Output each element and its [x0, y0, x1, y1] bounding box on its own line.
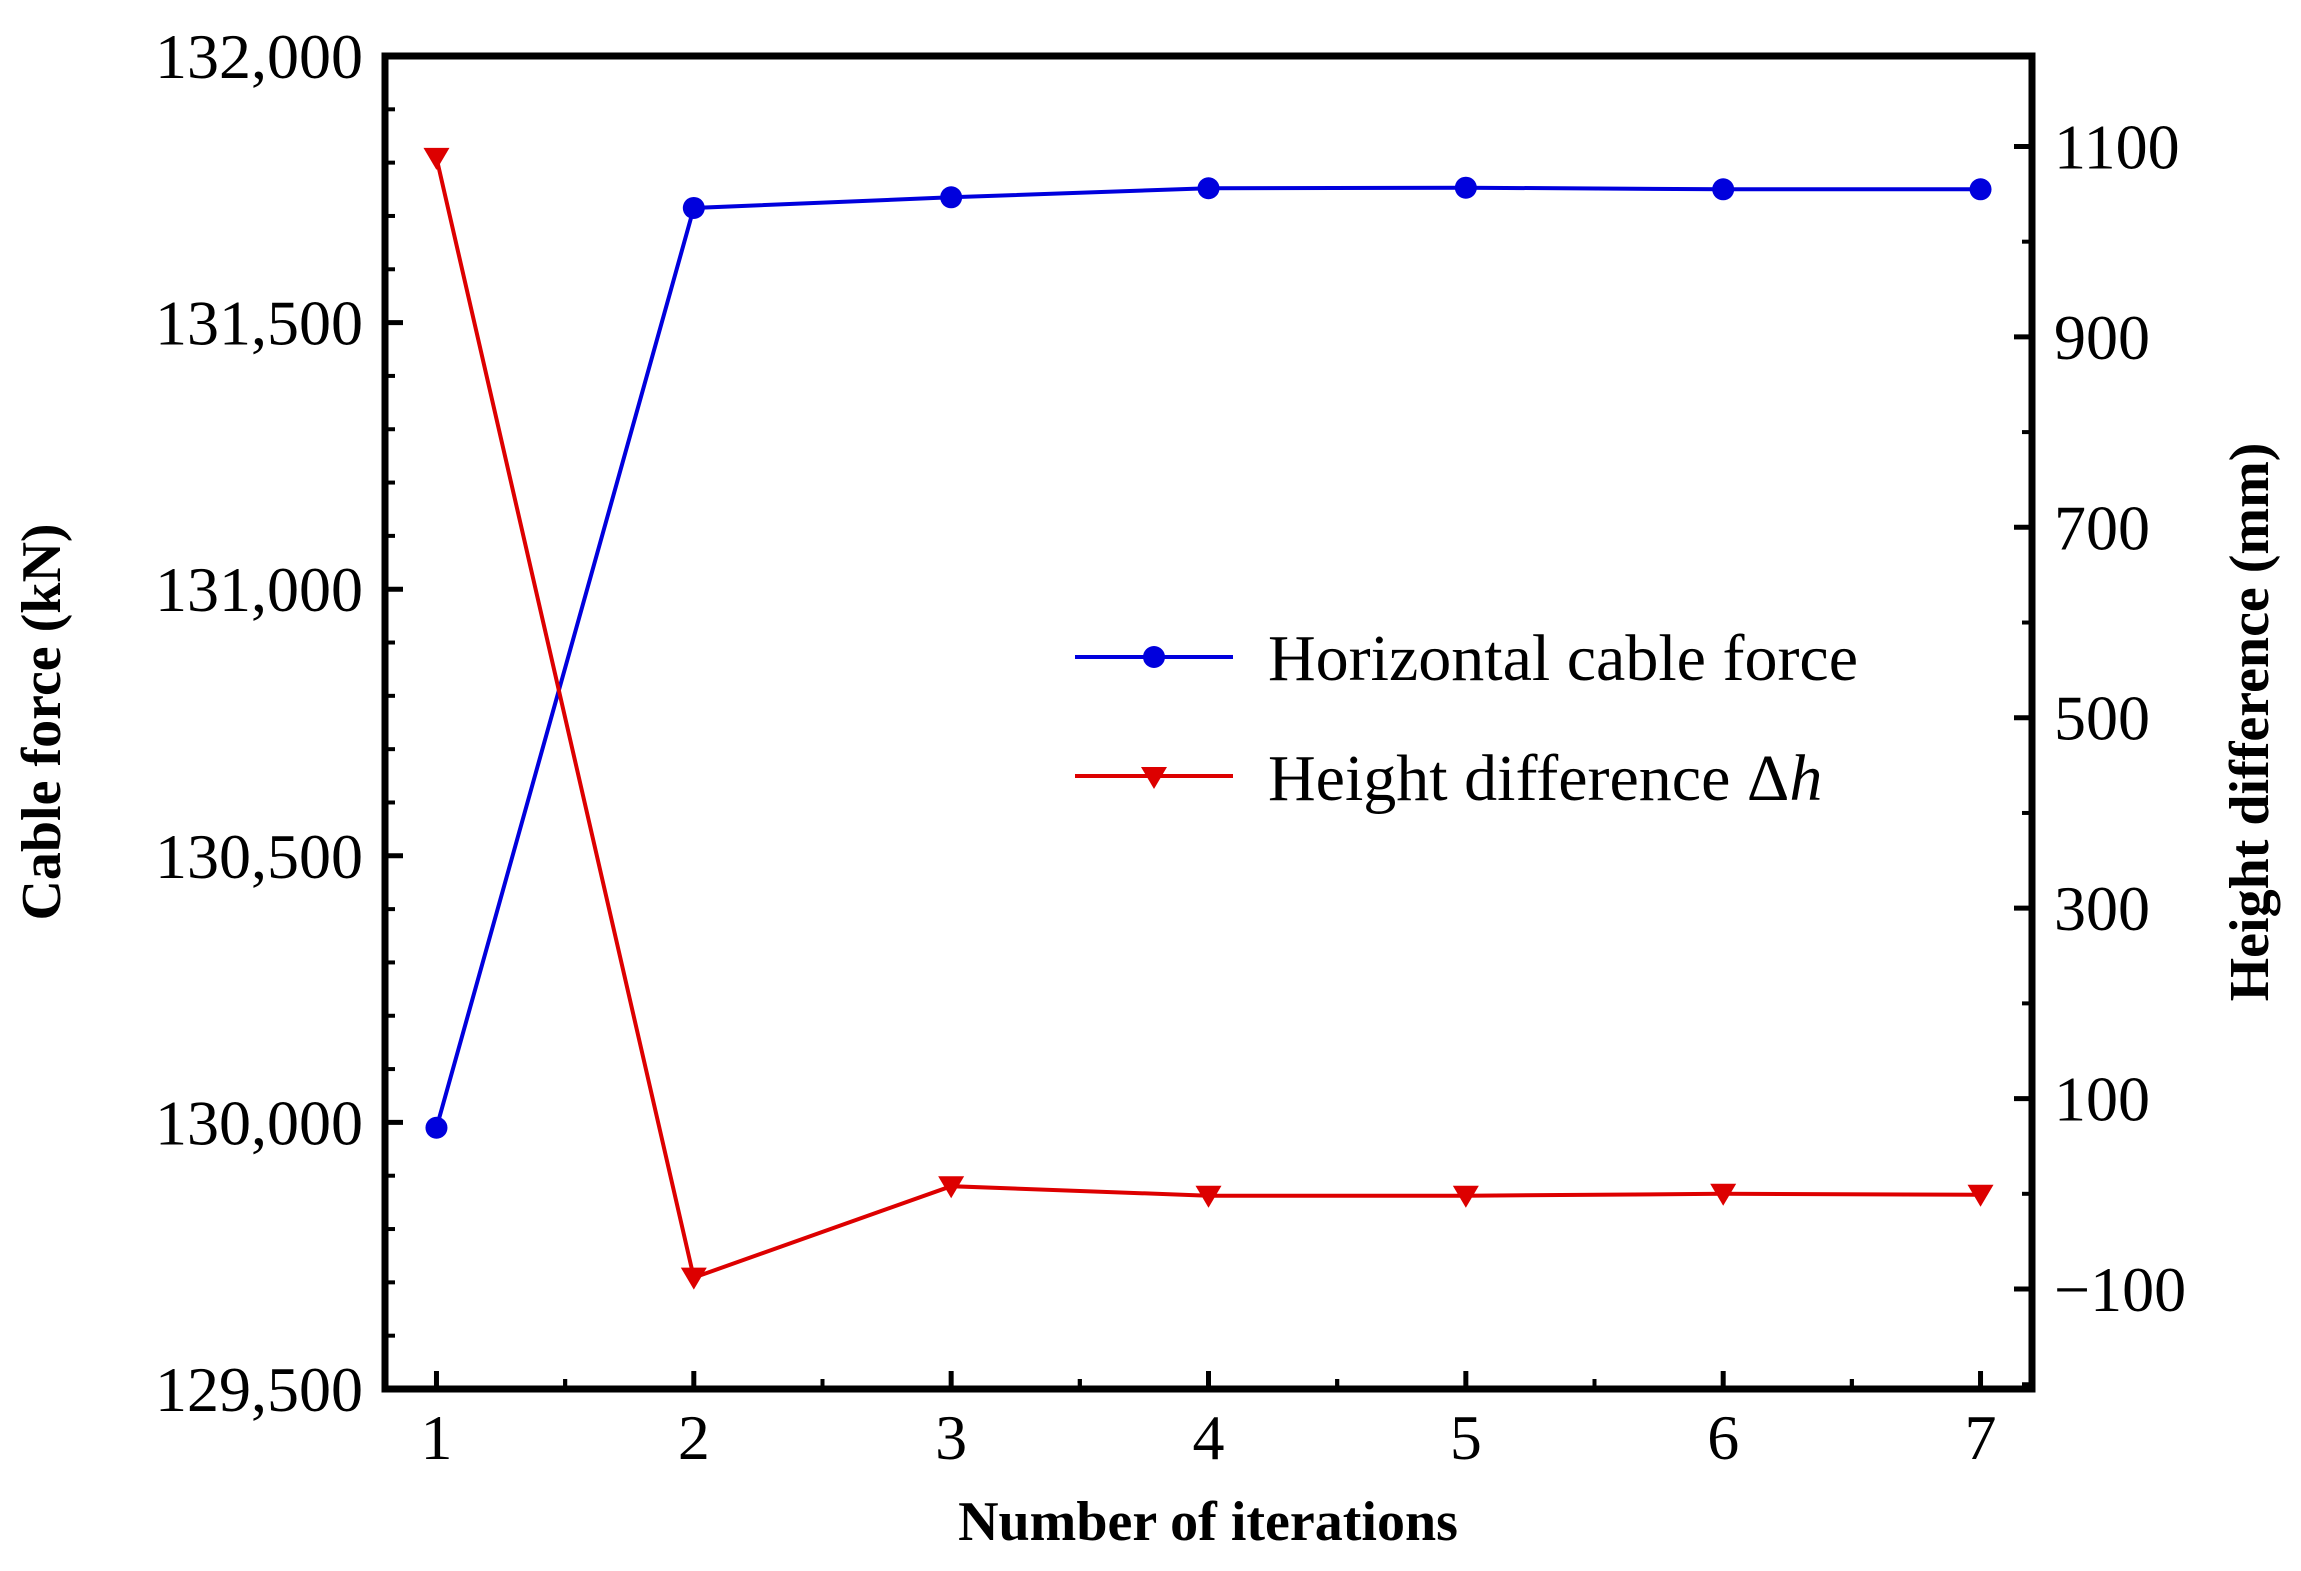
x-tick-label: 4: [1193, 1402, 1225, 1473]
x-tick-label: 1: [420, 1402, 452, 1473]
y-right-tick-label: 500: [2054, 683, 2150, 754]
data-point-height-difference: [1452, 1185, 1479, 1208]
x-axis-title: Number of iterations: [958, 1491, 1458, 1553]
data-point-horizontal-cable-force: [1454, 176, 1477, 199]
x-tick-label: 2: [678, 1402, 710, 1473]
legend-label-height-difference-text: Height difference: [1268, 742, 1730, 815]
y-right-tick-label: 900: [2054, 302, 2150, 373]
y-left-tick-label: 131,000: [155, 554, 363, 625]
data-point-horizontal-cable-force: [1712, 178, 1735, 201]
y-right-tick-label: 100: [2054, 1064, 2150, 1135]
legend-label-h-variable: h: [1789, 742, 1822, 815]
y-left-tick-label: 130,500: [155, 821, 363, 892]
legend-label-height-difference: Height difference Δh: [1268, 742, 1822, 815]
series-layer: [423, 147, 1994, 1290]
x-tick-label: 6: [1707, 1402, 1739, 1473]
legend-marker-height-difference: [1141, 767, 1167, 789]
x-tick-label: 7: [1965, 1402, 1997, 1473]
y-right-tick-label: −100: [2054, 1254, 2186, 1325]
data-point-height-difference: [1195, 1185, 1222, 1208]
legend-label-delta-symbol: Δ: [1747, 742, 1789, 815]
y-right-tick-label: 300: [2054, 873, 2150, 944]
data-point-height-difference: [938, 1176, 965, 1199]
legend-label-height-difference-space: [1730, 742, 1747, 815]
y-left-tick-label: 130,000: [155, 1087, 363, 1158]
y-left-tick-label: 132,000: [155, 21, 363, 92]
x-tick-label: 3: [935, 1402, 967, 1473]
data-point-height-difference: [423, 147, 450, 170]
y-left-tick-label: 131,500: [155, 288, 363, 359]
x-tick-label: 5: [1450, 1402, 1482, 1473]
data-point-horizontal-cable-force: [682, 196, 705, 219]
y-right-tick-label: 1100: [2054, 111, 2180, 182]
y-axis-left-title: Cable force (kN): [11, 523, 73, 920]
data-point-height-difference: [1967, 1184, 1994, 1207]
data-point-horizontal-cable-force: [940, 186, 963, 209]
legend-label-horizontal-cable-force: Horizontal cable force: [1268, 622, 1858, 695]
y-axis-right-title: Height difference (mm): [2219, 443, 2281, 1002]
y-left-tick-label: 129,500: [155, 1354, 363, 1425]
y-right-tick-label: 700: [2054, 492, 2150, 563]
data-point-height-difference: [680, 1267, 707, 1290]
series-line-height-difference: [434, 157, 1981, 1281]
data-point-horizontal-cable-force: [425, 1116, 448, 1139]
data-point-horizontal-cable-force: [1969, 178, 1992, 201]
tick-labels: 1 2 3 4 5 6 7 129,500 130,000 130,500 131,000 131,5…: [155, 21, 2186, 1473]
legend-marker-horizontal-cable-force: [1143, 646, 1165, 668]
data-point-horizontal-cable-force: [1197, 177, 1220, 200]
plot-frame: [381, 52, 2036, 1393]
data-point-height-difference: [1710, 1183, 1737, 1206]
legend: Horizontal cable force Height difference…: [1075, 622, 1858, 815]
